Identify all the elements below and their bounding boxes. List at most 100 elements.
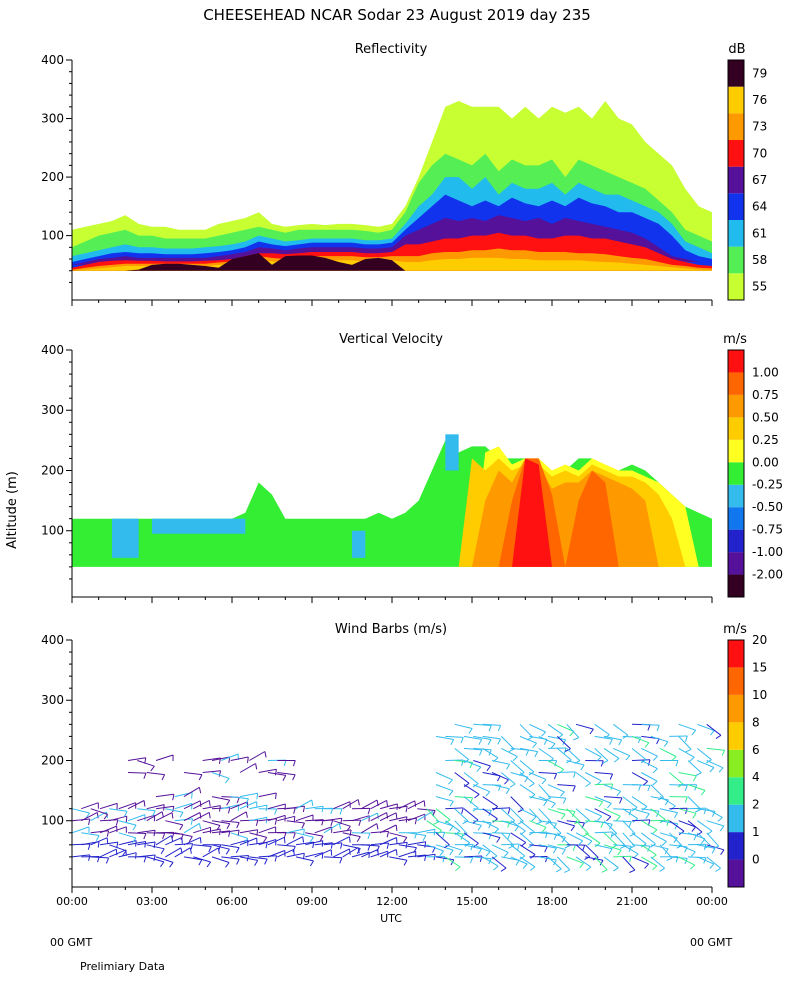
wind-barb-feather	[473, 842, 479, 848]
wind-barb	[594, 856, 608, 871]
wind-barb	[706, 747, 725, 751]
wind-barb-feather	[275, 769, 277, 776]
wind-barb-feather	[106, 830, 110, 837]
wind-barb	[463, 735, 482, 740]
wind-barb-feather	[488, 833, 492, 840]
wind-barb-feather	[541, 826, 547, 833]
colorbar-label: 8	[752, 715, 760, 729]
wind-barb-feather	[413, 847, 417, 854]
wind-barb-feather	[357, 799, 360, 806]
wind-barb	[361, 844, 380, 847]
wind-barb	[519, 735, 537, 744]
wind-barb	[538, 820, 557, 824]
wind-barb-feather	[673, 837, 678, 843]
wind-barb	[519, 844, 536, 856]
wind-barb	[435, 820, 454, 827]
wind-barb	[594, 844, 613, 850]
wind-barb	[678, 820, 696, 828]
wind-barb	[267, 814, 286, 822]
wind-barb-feather	[478, 739, 483, 745]
wind-barb	[333, 848, 350, 858]
wind-barb	[603, 832, 618, 846]
wind-barb	[547, 844, 566, 850]
wind-barb	[174, 802, 193, 810]
colorbar-label: 70	[752, 146, 767, 160]
wind-barb	[697, 808, 716, 812]
wind-barb-feather	[531, 816, 537, 822]
wind-barb-feather	[493, 865, 499, 871]
wind-barb-feather	[628, 821, 632, 828]
wind-barb	[556, 736, 571, 750]
wind-barb-feather	[720, 849, 725, 855]
wind-barb-feather	[455, 866, 461, 871]
wind-barb	[519, 723, 533, 738]
wind-barb-feather	[236, 822, 240, 829]
colorbar-swatch-2	[728, 220, 744, 247]
wind-barb	[594, 723, 610, 736]
colorbar-swatch-7	[728, 417, 744, 440]
wind-barb	[211, 756, 230, 761]
wind-barb	[202, 757, 221, 761]
wind-barb	[445, 844, 463, 851]
wind-barb	[463, 796, 479, 809]
wind-barb	[239, 829, 258, 834]
wind-barb	[202, 805, 221, 810]
wind-barb-feather	[292, 846, 296, 853]
wind-barb-feather	[199, 837, 202, 844]
wind-barb-feather	[613, 867, 619, 872]
wind-barb	[183, 812, 201, 822]
wind-barb	[445, 807, 464, 810]
wind-barb-feather	[496, 837, 501, 843]
wind-barb	[622, 832, 636, 847]
wind-barb	[305, 852, 323, 858]
wind-barb-feather	[433, 854, 436, 861]
wind-barb-feather	[689, 756, 695, 762]
wind-barb-feather	[422, 835, 427, 842]
wind-barb	[594, 783, 613, 786]
wind-barb	[529, 772, 547, 780]
wind-barb-feather	[629, 869, 636, 873]
wind-barb	[650, 832, 667, 842]
wind-barb	[706, 723, 722, 736]
wind-barb	[445, 820, 461, 832]
wind-barb	[575, 808, 590, 821]
wind-barb	[557, 771, 576, 773]
wind-barb	[594, 735, 613, 740]
colorbar-label: 58	[752, 253, 767, 267]
wind-barb	[687, 843, 707, 846]
colorbar-swatch-4	[728, 484, 744, 508]
wind-barb-feather	[282, 775, 287, 781]
wind-barb-feather	[628, 809, 632, 816]
wind-barb-feather	[132, 824, 137, 831]
wind-barb	[585, 808, 602, 817]
wind-barb	[491, 856, 507, 869]
x-tick-label: 09:00	[296, 895, 328, 908]
wind-barb-feather	[292, 774, 296, 781]
wind-barb	[631, 759, 651, 761]
wind-barb-feather	[395, 824, 398, 831]
wind-barb	[519, 747, 538, 753]
wind-barb-feather	[414, 818, 417, 825]
colorbar-swatch-4	[728, 166, 744, 194]
colorbar-label: 20	[752, 633, 767, 647]
y-tick-label: 100	[41, 524, 64, 538]
wind-barb-feather	[443, 844, 450, 849]
wind-barb-feather	[555, 832, 562, 837]
wind-barb	[491, 784, 510, 790]
wind-barb-feather	[464, 842, 471, 847]
wind-barb	[127, 800, 145, 810]
wind-barb	[239, 837, 257, 846]
wind-barb-feather	[710, 730, 715, 736]
wind-barb-feather	[625, 755, 631, 761]
wind-barb-feather	[367, 808, 371, 815]
wind-barb-feather	[88, 818, 91, 826]
wind-barb	[575, 844, 591, 857]
y-tick-label: 100	[41, 229, 64, 243]
wind-barb-feather	[321, 806, 324, 813]
wind-barb-feather	[617, 849, 622, 856]
wind-barb-feather	[170, 835, 174, 842]
wind-barb-feather	[615, 815, 621, 821]
wind-barb	[529, 831, 548, 834]
wind-barb	[333, 820, 351, 827]
axes-panel-1: 100 200 300 400 -2.00 -1.00 -0.75 -0.50 -0.25 0.0…	[41, 343, 783, 603]
